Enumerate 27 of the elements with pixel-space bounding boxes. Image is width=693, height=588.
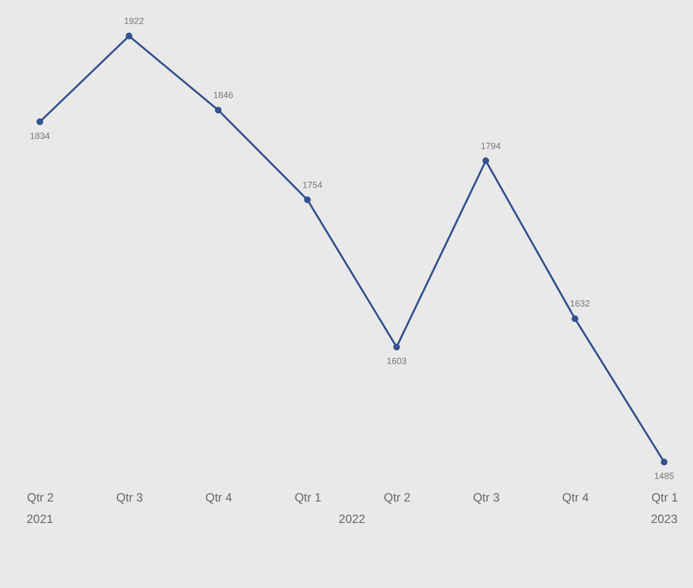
data-label: 1834 — [30, 130, 50, 141]
point — [482, 157, 490, 164]
x-tick-label: Qtr 2 — [384, 490, 411, 504]
point — [214, 106, 222, 114]
x-tick-label: Qtr 1 — [294, 490, 322, 504]
point — [393, 344, 400, 350]
x-tick-label: Qtr 1 — [651, 490, 678, 504]
point — [126, 32, 132, 40]
x-tick-label: Qtr 4 — [562, 490, 590, 504]
data-label: 1922 — [124, 16, 144, 26]
x-tick-label: Qtr 3 — [472, 490, 500, 504]
data-label: 1846 — [213, 90, 234, 100]
data-label: 1754 — [302, 180, 322, 190]
point — [304, 196, 311, 204]
data-label: 1632 — [570, 298, 590, 309]
text: 2023 — [650, 512, 678, 526]
point — [572, 315, 578, 322]
text: 2021 — [26, 512, 54, 526]
point — [660, 458, 668, 466]
data-label: 1603 — [386, 356, 407, 366]
point — [36, 118, 44, 126]
data-label: 1485 — [654, 471, 674, 481]
x-tick-label: Qtr 3 — [116, 490, 144, 504]
x-tick-label: Qtr 2 — [27, 490, 54, 504]
x-tick-label: Qtr 4 — [205, 490, 232, 504]
text: 2022 — [338, 512, 366, 526]
data-label: 1794 — [480, 140, 501, 151]
